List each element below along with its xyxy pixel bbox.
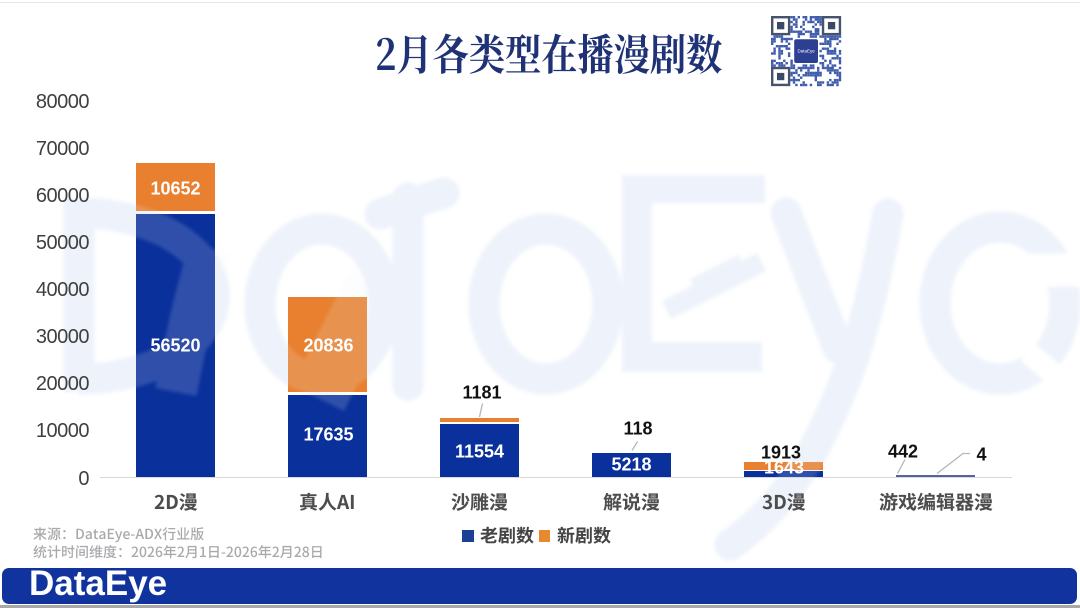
- svg-text:DataEye: DataEye: [797, 49, 815, 54]
